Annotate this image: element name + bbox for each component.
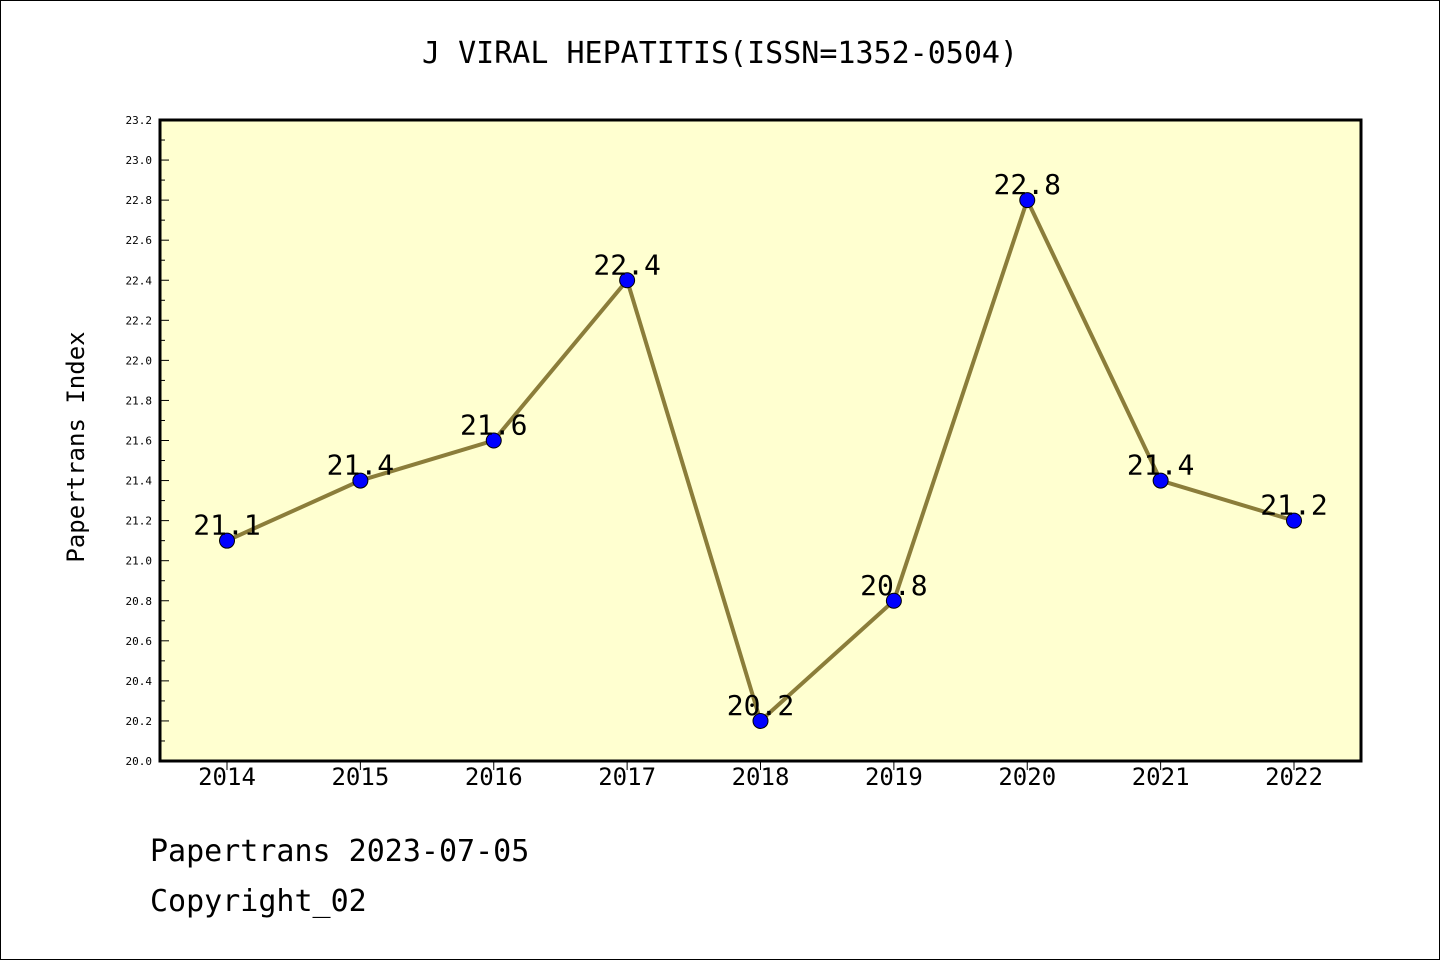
- y-tick-label: 20.8: [126, 595, 153, 608]
- data-label: 22.4: [593, 248, 660, 281]
- data-point: [352, 472, 369, 489]
- data-label: 21.1: [193, 509, 260, 542]
- data-label: 21.4: [327, 449, 394, 482]
- data-label: 20.8: [860, 569, 927, 602]
- data-label: 22.8: [994, 168, 1061, 201]
- footer-copyright: Copyright_02: [150, 884, 367, 919]
- y-tick-label: 22.6: [126, 234, 153, 247]
- y-tick-label: 20.6: [126, 635, 153, 648]
- x-tick-label: 2017: [598, 763, 656, 791]
- y-tick-label: 23.2: [126, 114, 153, 127]
- y-tick-label: 21.0: [126, 555, 153, 568]
- x-tick-label: 2022: [1265, 763, 1323, 791]
- y-tick-label: 23.0: [126, 154, 153, 167]
- y-tick-label: 22.8: [126, 194, 153, 207]
- x-tick-label: 2020: [998, 763, 1056, 791]
- plot-area: [160, 120, 1361, 761]
- data-point: [485, 432, 502, 449]
- data-label: 20.2: [727, 689, 794, 722]
- data-point: [1286, 512, 1302, 529]
- x-tick-label: 2021: [1132, 763, 1190, 791]
- y-tick-label: 21.6: [126, 435, 153, 448]
- y-tick-label: 20.0: [126, 755, 153, 768]
- y-tick-label: 20.2: [126, 715, 153, 728]
- plot-border: [158, 118, 1363, 763]
- data-point: [219, 532, 235, 549]
- data-label: 21.4: [1127, 449, 1194, 482]
- y-tick-label: 21.2: [126, 515, 153, 528]
- data-point: [752, 712, 769, 729]
- x-tick-label: 2015: [331, 763, 389, 791]
- y-tick-label: 22.2: [126, 314, 153, 327]
- y-tick-label: 22.0: [126, 354, 153, 367]
- y-tick-label: 21.4: [126, 475, 153, 488]
- data-point: [1152, 472, 1169, 489]
- data-point: [619, 272, 636, 289]
- footer-date: Papertrans 2023-07-05: [150, 834, 530, 869]
- data-point: [885, 592, 902, 609]
- x-tick-label: 2019: [865, 763, 923, 791]
- data-label: 21.6: [460, 409, 527, 442]
- data-point: [1019, 192, 1036, 209]
- y-tick-label: 22.4: [126, 274, 153, 287]
- x-tick-label: 2014: [198, 763, 256, 791]
- y-tick-label: 21.8: [126, 394, 153, 407]
- x-tick-label: 2016: [465, 763, 523, 791]
- x-tick-label: 2018: [732, 763, 790, 791]
- data-label: 21.2: [1260, 489, 1327, 522]
- y-tick-label: 20.4: [126, 675, 153, 688]
- chart-title: J VIRAL HEPATITIS(ISSN=1352-0504): [421, 36, 1019, 71]
